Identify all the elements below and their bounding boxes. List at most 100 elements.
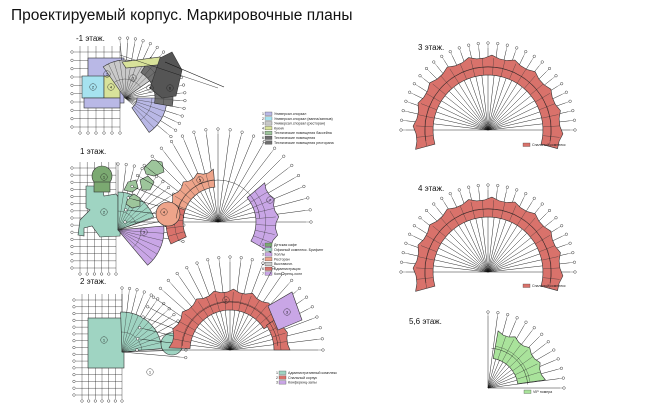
room-divider bbox=[492, 58, 494, 76]
room-divider bbox=[482, 200, 484, 218]
axis-marker bbox=[72, 305, 76, 309]
legend-swatch bbox=[264, 262, 273, 266]
room-divider bbox=[516, 371, 541, 380]
axis-marker bbox=[124, 163, 128, 167]
room-divider bbox=[272, 332, 286, 338]
room-divider bbox=[416, 267, 434, 270]
axis-marker bbox=[183, 99, 187, 103]
axis-marker bbox=[261, 261, 265, 265]
axis-marker bbox=[568, 241, 572, 245]
axis-marker bbox=[448, 192, 452, 196]
legend-num: 2 bbox=[276, 376, 278, 380]
legend-num: 3 bbox=[276, 381, 278, 385]
section-number: 2 bbox=[103, 209, 106, 214]
axis-marker bbox=[167, 186, 171, 190]
axis-marker bbox=[524, 50, 528, 54]
axis-arc bbox=[491, 347, 529, 385]
axis-marker bbox=[564, 232, 568, 236]
axis-marker bbox=[250, 258, 254, 262]
axis-line bbox=[164, 61, 225, 88]
floor-label-4: 4 этаж. bbox=[418, 184, 445, 193]
room-divider bbox=[432, 225, 446, 237]
axis-marker bbox=[107, 399, 111, 403]
axis-marker bbox=[401, 251, 405, 255]
legend-text: Спальный комплекс bbox=[532, 284, 566, 288]
axis-marker bbox=[204, 128, 208, 132]
axis-marker bbox=[70, 67, 74, 71]
floor-label-1: 1 этаж. bbox=[80, 147, 107, 156]
axis-marker bbox=[72, 325, 76, 329]
legend-swatch bbox=[264, 135, 273, 140]
room-divider bbox=[253, 199, 272, 208]
legend-num: 6 bbox=[262, 267, 264, 271]
room-divider bbox=[541, 256, 559, 261]
zone-kids-cafe-base bbox=[93, 181, 111, 193]
axis-marker bbox=[128, 286, 132, 290]
axis-marker bbox=[573, 128, 577, 132]
axis-ray bbox=[487, 316, 498, 389]
room-divider bbox=[440, 217, 452, 231]
axis-marker bbox=[70, 237, 74, 241]
axis-marker bbox=[448, 50, 452, 54]
floor-label-5-6: 5,6 этаж. bbox=[409, 317, 442, 326]
room-divider bbox=[505, 343, 522, 365]
axis-marker bbox=[183, 91, 187, 95]
axis-marker bbox=[440, 54, 444, 58]
axis-marker bbox=[192, 130, 196, 134]
axis-marker bbox=[70, 50, 74, 54]
section-number: 1 bbox=[103, 174, 106, 179]
axis-marker bbox=[572, 260, 576, 264]
axis-marker bbox=[72, 352, 76, 356]
axis-marker bbox=[70, 195, 74, 199]
axis-marker bbox=[70, 230, 74, 234]
room-divider bbox=[417, 114, 435, 119]
axis-marker bbox=[148, 42, 152, 46]
room-divider bbox=[512, 356, 534, 371]
axis-marker bbox=[126, 196, 130, 200]
section-number: 2 bbox=[92, 84, 95, 89]
section-number-ring bbox=[100, 208, 108, 216]
legend-text: Ресторан bbox=[274, 257, 290, 261]
legend-swatch bbox=[264, 111, 273, 116]
axis-marker bbox=[195, 261, 199, 265]
axis-marker bbox=[310, 305, 314, 309]
axis-marker bbox=[72, 346, 76, 350]
axis-marker bbox=[175, 271, 179, 275]
legend-num: 7 bbox=[262, 141, 264, 145]
legend-text: Конференц-залы bbox=[288, 381, 317, 385]
legend-num: 2 bbox=[262, 248, 264, 252]
legend-num: 4 bbox=[262, 126, 264, 130]
axis-marker bbox=[70, 259, 74, 263]
axis-marker bbox=[399, 270, 403, 274]
axis-marker bbox=[239, 256, 243, 260]
axis-marker bbox=[404, 241, 408, 245]
axis-marker bbox=[467, 185, 471, 189]
axis-marker bbox=[142, 163, 146, 167]
floor-3-plan: Спальный комплекс bbox=[399, 41, 577, 150]
axis-marker bbox=[135, 348, 139, 352]
room-divider bbox=[255, 230, 275, 235]
axis-marker bbox=[161, 180, 165, 184]
axis-marker bbox=[180, 134, 184, 138]
corridor-line bbox=[114, 78, 141, 88]
axis-marker bbox=[70, 180, 74, 184]
axis-marker bbox=[116, 162, 120, 166]
axis-marker bbox=[141, 315, 145, 319]
corridor-line bbox=[117, 210, 137, 224]
legend-num: 1 bbox=[262, 243, 264, 247]
axis-marker bbox=[321, 348, 325, 352]
legend-text: Конференц-холл bbox=[274, 272, 302, 276]
axis-marker bbox=[467, 43, 471, 47]
axis-marker bbox=[401, 109, 405, 113]
axis-marker bbox=[573, 270, 577, 274]
axis-marker bbox=[404, 99, 408, 103]
axis-marker bbox=[560, 224, 564, 228]
axis-marker bbox=[70, 108, 74, 112]
legend-text: Технические помещения bbox=[274, 136, 315, 140]
axis-marker bbox=[540, 332, 544, 336]
section-number-ring bbox=[100, 336, 108, 344]
axis-marker bbox=[559, 366, 563, 370]
axis-marker bbox=[457, 46, 461, 50]
section-number: 3 bbox=[132, 75, 135, 80]
axis-marker bbox=[240, 130, 244, 134]
